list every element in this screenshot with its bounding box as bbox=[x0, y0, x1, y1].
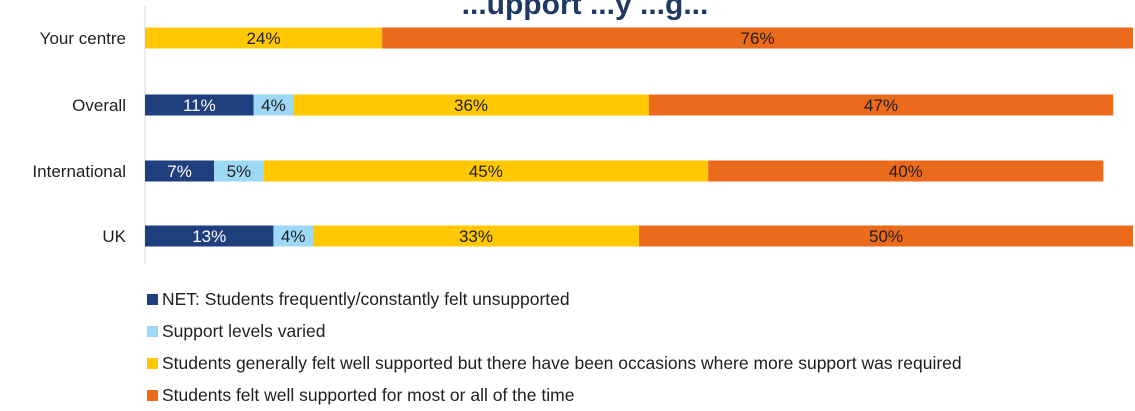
legend-label: Students generally felt well supported b… bbox=[162, 352, 962, 373]
bar-segment bbox=[382, 27, 1133, 49]
bar-segment bbox=[293, 94, 649, 116]
bar-segment bbox=[145, 27, 383, 49]
legend-label: NET: Students frequently/constantly felt… bbox=[162, 288, 570, 309]
data-label: 36% bbox=[454, 96, 488, 115]
chart-title-fragment: ...upport ...y ...g... bbox=[462, 0, 709, 21]
legend-label: Students felt well supported for most or… bbox=[162, 384, 575, 405]
data-label: 5% bbox=[227, 162, 252, 181]
category-label: Overall bbox=[72, 96, 126, 115]
bar-segment bbox=[312, 225, 639, 247]
bar-segment bbox=[263, 160, 709, 182]
data-label: 76% bbox=[741, 29, 775, 48]
data-label: 24% bbox=[247, 29, 281, 48]
data-label: 40% bbox=[889, 162, 923, 181]
legend-swatch bbox=[147, 357, 158, 369]
legend: NET: Students frequently/constantly felt… bbox=[147, 283, 962, 411]
bar-segment bbox=[253, 94, 294, 116]
legend-item: Support levels varied bbox=[147, 315, 962, 347]
category-label: UK bbox=[102, 227, 126, 246]
bar-segment bbox=[145, 225, 274, 247]
bar-segment bbox=[708, 160, 1104, 182]
legend-swatch bbox=[147, 389, 158, 401]
legend-swatch bbox=[147, 325, 158, 337]
data-label: 45% bbox=[469, 162, 503, 181]
bar-segment bbox=[214, 160, 264, 182]
data-label: 13% bbox=[192, 227, 226, 246]
data-label: 7% bbox=[167, 162, 192, 181]
legend-item: Students felt well supported for most or… bbox=[147, 379, 962, 411]
category-label: Your centre bbox=[40, 29, 126, 48]
bar-segment bbox=[273, 225, 313, 247]
category-label: International bbox=[32, 162, 126, 181]
bars-group: Your centre0%24%76%Overall11%4%36%47%Int… bbox=[32, 27, 1133, 247]
data-label: 4% bbox=[261, 96, 286, 115]
legend-item: NET: Students frequently/constantly felt… bbox=[147, 283, 962, 315]
bar-segment bbox=[648, 94, 1114, 116]
legend-item: Students generally felt well supported b… bbox=[147, 347, 962, 379]
data-label: 4% bbox=[281, 227, 306, 246]
legend-swatch bbox=[147, 293, 158, 305]
data-label: 47% bbox=[864, 96, 898, 115]
legend-label: Support levels varied bbox=[162, 320, 326, 341]
data-label: 11% bbox=[183, 96, 216, 115]
bar-segment bbox=[145, 160, 215, 182]
bar-segment bbox=[639, 225, 1133, 247]
bar-segment bbox=[145, 94, 254, 116]
data-label: 50% bbox=[869, 227, 903, 246]
data-label: 33% bbox=[459, 227, 493, 246]
